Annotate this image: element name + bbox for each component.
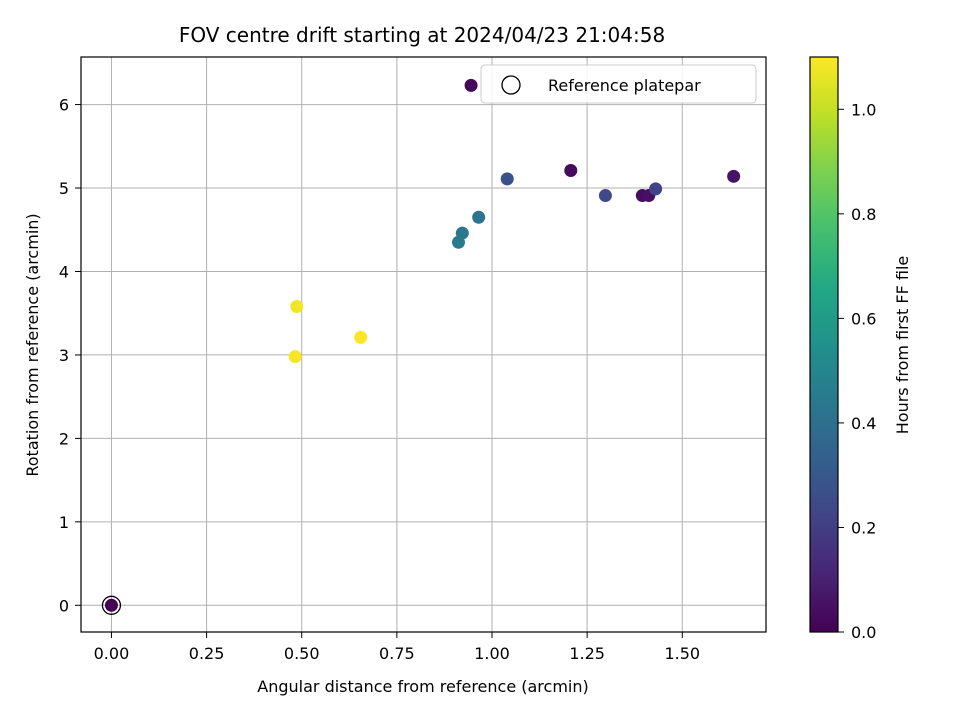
x-tick-label: 0.50 — [284, 644, 320, 663]
legend-marker-reference — [501, 75, 521, 95]
y-tick-label: 6 — [59, 96, 69, 115]
data-point — [452, 235, 466, 249]
y-tick-label: 0 — [59, 596, 69, 615]
chart-title: FOV centre drift starting at 2024/04/23 … — [179, 23, 665, 47]
legend-label-reference: Reference platepar — [548, 76, 701, 95]
colorbar-tick-label: 0.6 — [851, 309, 876, 328]
colorbar-tick-label: 0.2 — [851, 518, 876, 537]
y-tick-label: 1 — [59, 513, 69, 532]
y-axis: 0 1 2 3 4 5 6 — [59, 96, 81, 615]
data-point — [598, 189, 612, 203]
reference-platepar-marker — [101, 595, 122, 615]
data-points — [101, 78, 741, 615]
colorbar-tick-label: 0.0 — [851, 623, 876, 642]
colorbar: 0.0 0.2 0.4 0.6 0.8 1.0 Hours from first FF f… — [809, 56, 912, 642]
x-tick-label: 0.75 — [379, 644, 415, 663]
x-tick-label: 1.25 — [569, 644, 605, 663]
x-tick-label: 1.50 — [664, 644, 700, 663]
legend: Reference platepar — [480, 64, 757, 104]
x-tick-label: 1.00 — [474, 644, 510, 663]
colorbar-tick-label: 0.8 — [851, 205, 876, 224]
colorbar-ticks: 0.0 0.2 0.4 0.6 0.8 1.0 — [838, 100, 876, 642]
x-tick-label: 0.25 — [189, 644, 225, 663]
legend-box — [480, 64, 757, 104]
data-point — [354, 330, 368, 344]
x-axis-label: Angular distance from reference (arcmin) — [257, 677, 588, 696]
colorbar-label: Hours from first FF file — [893, 256, 912, 435]
y-tick-label: 5 — [59, 179, 69, 198]
colorbar-gradient — [810, 57, 838, 632]
x-tick-label: 0.00 — [94, 644, 130, 663]
data-point — [727, 169, 741, 183]
data-point — [290, 300, 304, 314]
data-point — [464, 78, 478, 92]
grid — [81, 57, 766, 632]
data-point — [104, 598, 118, 612]
data-point — [500, 172, 514, 186]
data-point — [649, 182, 663, 196]
y-tick-label: 3 — [59, 346, 69, 365]
colorbar-frame — [809, 56, 839, 633]
data-point — [564, 163, 578, 177]
x-axis: 0.00 0.25 0.50 0.75 1.00 1.25 1.50 — [94, 632, 700, 663]
y-tick-label: 4 — [59, 262, 69, 281]
y-axis-label: Rotation from reference (arcmin) — [23, 213, 42, 476]
colorbar-tick-label: 0.4 — [851, 414, 876, 433]
data-point — [288, 350, 302, 364]
colorbar-tick-label: 1.0 — [851, 100, 876, 119]
data-point — [472, 210, 486, 224]
plot-frame — [80, 56, 767, 633]
y-tick-label: 2 — [59, 429, 69, 448]
